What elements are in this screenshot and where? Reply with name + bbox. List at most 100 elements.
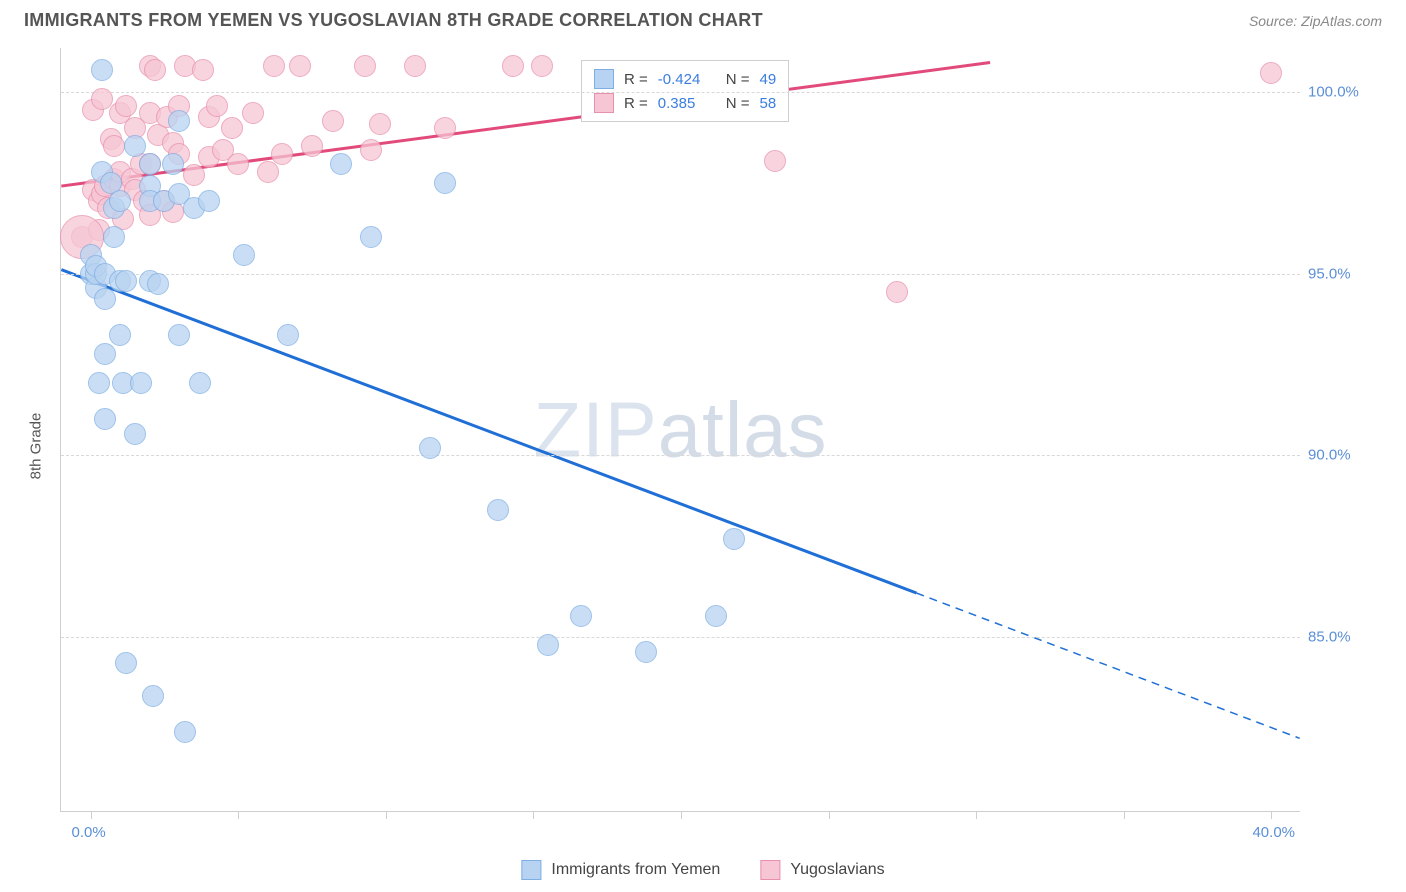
data-point-yugo: [886, 281, 908, 303]
data-point-yugo: [360, 139, 382, 161]
x-tick: [976, 811, 977, 819]
data-point-yemen: [115, 652, 137, 674]
data-point-yugo: [301, 135, 323, 157]
data-point-yemen: [94, 408, 116, 430]
chart-title: IMMIGRANTS FROM YEMEN VS YUGOSLAVIAN 8TH…: [24, 10, 763, 31]
x-tick: [829, 811, 830, 819]
legend-item: Yugoslavians: [760, 860, 884, 880]
data-point-yemen: [115, 270, 137, 292]
legend-r-label: R =: [624, 71, 648, 88]
data-point-yugo: [764, 150, 786, 172]
chart-header: IMMIGRANTS FROM YEMEN VS YUGOSLAVIAN 8TH…: [0, 0, 1406, 39]
data-point-yemen: [198, 190, 220, 212]
gridline: [61, 92, 1300, 93]
data-point-yugo: [115, 95, 137, 117]
legend-swatch-icon: [760, 860, 780, 880]
y-tick-label: 100.0%: [1308, 83, 1372, 100]
y-tick-label: 90.0%: [1308, 447, 1372, 464]
data-point-yugo: [404, 55, 426, 77]
data-point-yemen: [94, 288, 116, 310]
legend-item: Immigrants from Yemen: [521, 860, 720, 880]
data-point-yugo: [369, 113, 391, 135]
data-point-yugo: [144, 59, 166, 81]
data-point-yemen: [91, 59, 113, 81]
data-point-yugo: [242, 102, 264, 124]
data-point-yugo: [289, 55, 311, 77]
data-point-yugo: [183, 164, 205, 186]
data-point-yemen: [109, 190, 131, 212]
x-tick-label: 40.0%: [1252, 824, 1295, 841]
data-point-yemen: [330, 153, 352, 175]
data-point-yemen: [124, 423, 146, 445]
data-point-yemen: [635, 641, 657, 663]
data-point-yugo: [322, 110, 344, 132]
data-point-yemen: [147, 273, 169, 295]
data-point-yugo: [531, 55, 553, 77]
chart-source: Source: ZipAtlas.com: [1249, 13, 1382, 29]
data-point-yemen: [142, 685, 164, 707]
data-point-yugo: [192, 59, 214, 81]
data-point-yemen: [189, 372, 211, 394]
legend-swatch-icon: [521, 860, 541, 880]
y-tick-label: 95.0%: [1308, 265, 1372, 282]
data-point-yugo: [257, 161, 279, 183]
x-tick: [1271, 811, 1272, 819]
data-point-yemen: [360, 226, 382, 248]
data-point-yugo: [434, 117, 456, 139]
x-tick: [1124, 811, 1125, 819]
legend-n-value: 58: [760, 95, 777, 112]
data-point-yemen: [537, 634, 559, 656]
legend-swatch-icon: [594, 69, 614, 89]
legend-r-label: R =: [624, 95, 648, 112]
legend-n-label: N =: [726, 71, 750, 88]
data-point-yemen: [419, 437, 441, 459]
gridline: [61, 274, 1300, 275]
data-point-yugo: [502, 55, 524, 77]
x-tick: [681, 811, 682, 819]
data-point-yemen: [103, 226, 125, 248]
watermark: ZIPatlas: [533, 384, 827, 475]
data-point-yemen: [88, 372, 110, 394]
data-point-yemen: [277, 324, 299, 346]
stats-legend-row: R = -0.424 N = 49: [594, 67, 776, 91]
y-tick-label: 85.0%: [1308, 629, 1372, 646]
data-point-yemen: [162, 153, 184, 175]
series-legend: Immigrants from Yemen Yugoslavians: [521, 860, 884, 880]
trend-line-yemen_line: [61, 270, 916, 593]
data-point-yemen: [174, 721, 196, 743]
data-point-yemen: [705, 605, 727, 627]
legend-label: Yugoslavians: [790, 861, 884, 879]
gridline: [61, 637, 1300, 638]
data-point-yugo: [206, 95, 228, 117]
data-point-yemen: [94, 343, 116, 365]
stats-legend-row: R = 0.385 N = 58: [594, 91, 776, 115]
data-point-yugo: [1260, 62, 1282, 84]
data-point-yemen: [124, 135, 146, 157]
legend-n-label: N =: [726, 95, 750, 112]
data-point-yemen: [570, 605, 592, 627]
x-tick: [91, 811, 92, 819]
data-point-yugo: [221, 117, 243, 139]
legend-swatch-icon: [594, 93, 614, 113]
x-tick: [386, 811, 387, 819]
legend-r-value: 0.385: [658, 95, 716, 112]
data-point-yemen: [723, 528, 745, 550]
legend-r-value: -0.424: [658, 71, 716, 88]
data-point-yugo: [227, 153, 249, 175]
trend-line-yemen_line-dashed: [916, 593, 1299, 738]
data-point-yemen: [168, 110, 190, 132]
data-point-yemen: [487, 499, 509, 521]
data-point-yugo: [271, 143, 293, 165]
data-point-yemen: [139, 153, 161, 175]
x-tick-label: 0.0%: [72, 824, 106, 841]
data-point-yemen: [233, 244, 255, 266]
legend-label: Immigrants from Yemen: [551, 861, 720, 879]
data-point-yemen: [109, 324, 131, 346]
x-tick: [238, 811, 239, 819]
legend-n-value: 49: [760, 71, 777, 88]
data-point-yugo: [263, 55, 285, 77]
data-point-yemen: [434, 172, 456, 194]
data-point-yemen: [168, 324, 190, 346]
scatter-plot-area: ZIPatlas R =-0.424N =49R = 0.385N =58 85…: [60, 48, 1300, 812]
data-point-yugo: [103, 135, 125, 157]
